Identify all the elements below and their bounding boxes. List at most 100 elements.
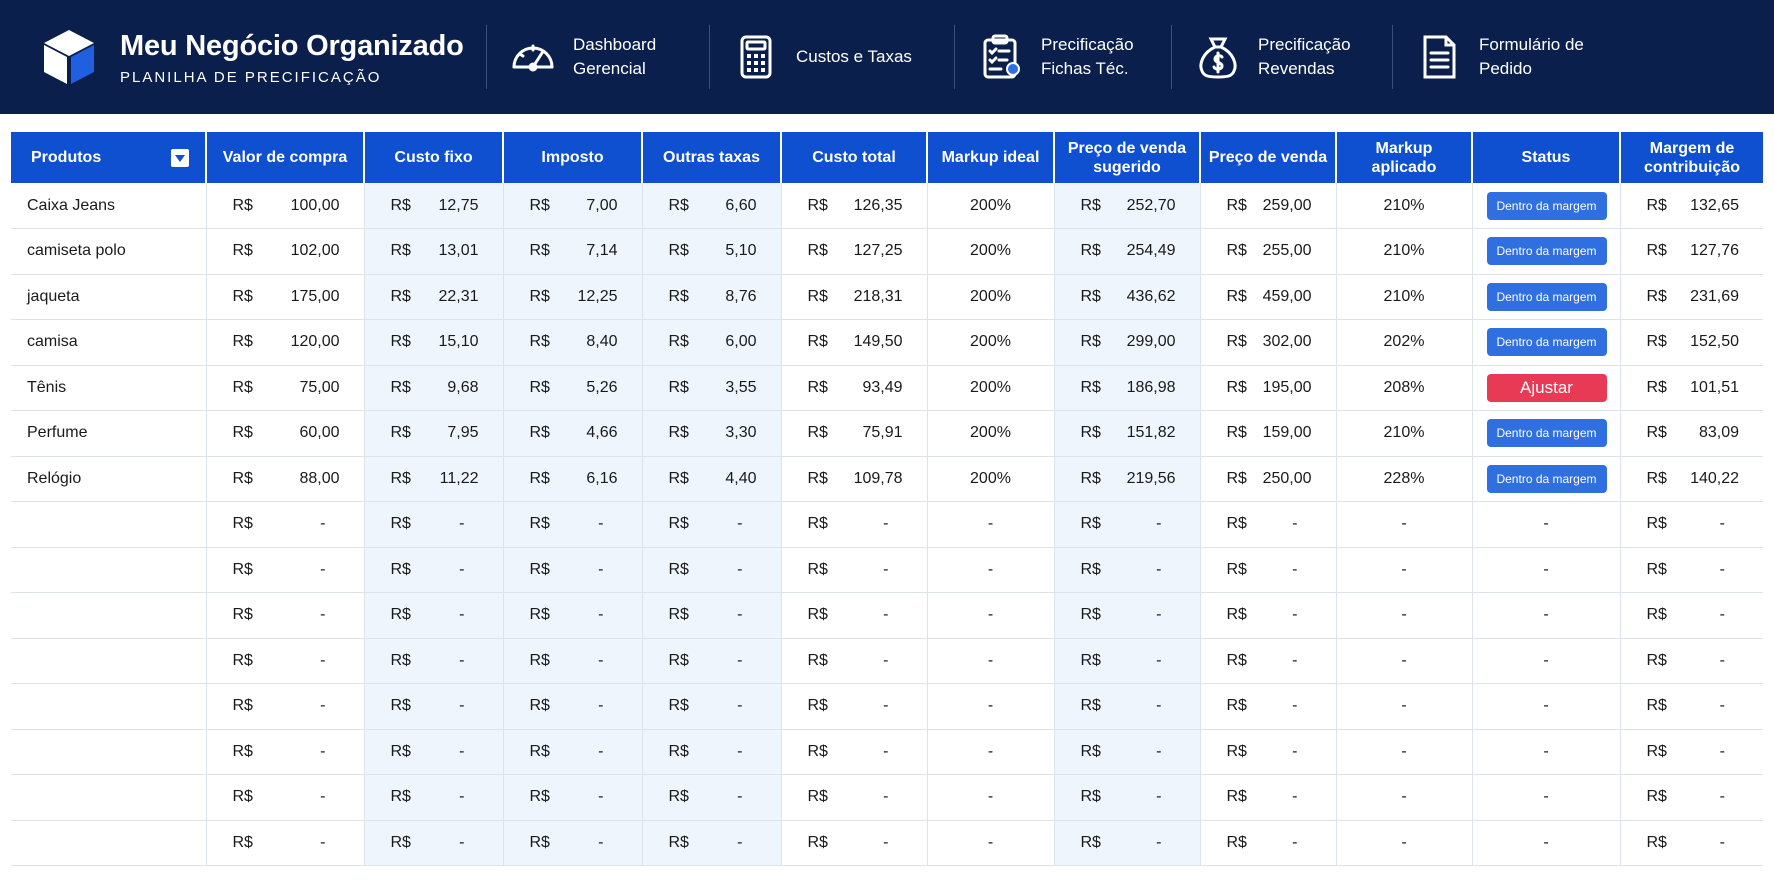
cell-custo-total[interactable]: R$ - [781, 638, 928, 684]
cell-custo-total[interactable]: R$ - [781, 501, 928, 548]
cell-valor-compra[interactable]: R$ 100,00 [206, 183, 365, 229]
cell-custo-total[interactable]: R$ - [781, 729, 928, 775]
cell-valor-compra[interactable]: R$ - [206, 729, 365, 775]
cell-margem[interactable]: R$ - [1620, 729, 1763, 775]
cell-preco-venda[interactable]: R$ - [1200, 729, 1337, 775]
cell-preco-venda[interactable]: R$ 459,00 [1200, 274, 1337, 320]
cell-custo-total[interactable]: R$ 109,78 [781, 456, 928, 502]
cell-custo-fixo[interactable]: R$ 15,10 [364, 319, 504, 366]
cell-markup-ideal[interactable]: 200% [927, 228, 1055, 275]
cell-preco-venda[interactable]: R$ - [1200, 638, 1337, 684]
cell-outras-taxas[interactable]: R$ - [642, 820, 782, 866]
cell-produto[interactable] [11, 592, 207, 639]
cell-produto[interactable]: Relógio [11, 456, 207, 502]
cell-margem[interactable]: R$ 140,22 [1620, 456, 1763, 502]
cell-markup-aplicado[interactable]: 210% [1336, 274, 1473, 320]
cell-imposto[interactable]: R$ 5,26 [503, 365, 643, 411]
cell-produto[interactable]: camiseta polo [11, 228, 207, 275]
cell-imposto[interactable]: R$ 7,00 [503, 183, 643, 229]
cell-markup-ideal[interactable]: 200% [927, 319, 1055, 366]
status-badge-ok[interactable]: Dentro da margem [1486, 419, 1607, 448]
cell-custo-fixo[interactable]: R$ 22,31 [364, 274, 504, 320]
cell-margem[interactable]: R$ - [1620, 683, 1763, 730]
cell-markup-aplicado[interactable]: 228% [1336, 456, 1473, 502]
cell-markup-aplicado[interactable]: 210% [1336, 183, 1473, 229]
cell-preco-sugerido[interactable]: R$ - [1054, 638, 1201, 684]
cell-preco-venda[interactable]: R$ 159,00 [1200, 410, 1337, 457]
cell-outras-taxas[interactable]: R$ 5,10 [642, 228, 782, 275]
cell-imposto[interactable]: R$ - [503, 820, 643, 866]
cell-valor-compra[interactable]: R$ - [206, 820, 365, 866]
cell-imposto[interactable]: R$ - [503, 683, 643, 730]
cell-valor-compra[interactable]: R$ 60,00 [206, 410, 365, 457]
cell-imposto[interactable]: R$ 7,14 [503, 228, 643, 275]
cell-outras-taxas[interactable]: R$ 3,55 [642, 365, 782, 411]
column-header-produtos[interactable]: Produtos [11, 132, 207, 183]
cell-markup-ideal[interactable]: - [927, 638, 1055, 684]
cell-markup-ideal[interactable]: - [927, 501, 1055, 548]
cell-outras-taxas[interactable]: R$ - [642, 774, 782, 821]
cell-valor-compra[interactable]: R$ - [206, 638, 365, 684]
filter-dropdown-icon[interactable] [171, 149, 189, 167]
cell-valor-compra[interactable]: R$ - [206, 592, 365, 639]
cell-produto[interactable]: Perfume [11, 410, 207, 457]
cell-margem[interactable]: R$ - [1620, 547, 1763, 593]
nav-dashboard-gerencial[interactable]: Dashboard Gerencial [487, 0, 709, 114]
cell-valor-compra[interactable]: R$ 175,00 [206, 274, 365, 320]
cell-markup-ideal[interactable]: - [927, 820, 1055, 866]
cell-margem[interactable]: R$ 83,09 [1620, 410, 1763, 457]
cell-custo-total[interactable]: R$ - [781, 547, 928, 593]
cell-produto[interactable] [11, 774, 207, 821]
cell-preco-venda[interactable]: R$ 250,00 [1200, 456, 1337, 502]
cell-markup-ideal[interactable]: 200% [927, 274, 1055, 320]
cell-outras-taxas[interactable]: R$ 4,40 [642, 456, 782, 502]
cell-preco-sugerido[interactable]: R$ 299,00 [1054, 319, 1201, 366]
cell-imposto[interactable]: R$ - [503, 592, 643, 639]
cell-imposto[interactable]: R$ 12,25 [503, 274, 643, 320]
cell-outras-taxas[interactable]: R$ - [642, 547, 782, 593]
cell-margem[interactable]: R$ 127,76 [1620, 228, 1763, 275]
cell-produto[interactable]: jaqueta [11, 274, 207, 320]
cell-preco-venda[interactable]: R$ 302,00 [1200, 319, 1337, 366]
cell-produto[interactable] [11, 729, 207, 775]
cell-outras-taxas[interactable]: R$ - [642, 638, 782, 684]
cell-preco-sugerido[interactable]: R$ 186,98 [1054, 365, 1201, 411]
cell-preco-sugerido[interactable]: R$ - [1054, 820, 1201, 866]
cell-imposto[interactable]: R$ - [503, 729, 643, 775]
cell-preco-sugerido[interactable]: R$ - [1054, 729, 1201, 775]
cell-custo-fixo[interactable]: R$ - [364, 547, 504, 593]
cell-preco-venda[interactable]: R$ - [1200, 501, 1337, 548]
cell-preco-sugerido[interactable]: R$ - [1054, 501, 1201, 548]
cell-preco-sugerido[interactable]: R$ - [1054, 683, 1201, 730]
cell-custo-fixo[interactable]: R$ - [364, 501, 504, 548]
cell-margem[interactable]: R$ - [1620, 592, 1763, 639]
cell-margem[interactable]: R$ - [1620, 820, 1763, 866]
cell-custo-total[interactable]: R$ - [781, 774, 928, 821]
cell-custo-fixo[interactable]: R$ 7,95 [364, 410, 504, 457]
cell-valor-compra[interactable]: R$ - [206, 774, 365, 821]
cell-valor-compra[interactable]: R$ 102,00 [206, 228, 365, 275]
cell-imposto[interactable]: R$ - [503, 638, 643, 684]
cell-preco-venda[interactable]: R$ 259,00 [1200, 183, 1337, 229]
cell-preco-venda[interactable]: R$ - [1200, 820, 1337, 866]
nav-formulario-de-pedido[interactable]: Formulário de Pedido [1393, 0, 1613, 114]
cell-produto[interactable] [11, 501, 207, 548]
status-badge-adjust[interactable]: Ajustar [1486, 373, 1607, 402]
cell-margem[interactable]: R$ 231,69 [1620, 274, 1763, 320]
status-badge-ok[interactable]: Dentro da margem [1486, 464, 1607, 493]
status-badge-ok[interactable]: Dentro da margem [1486, 282, 1607, 311]
cell-preco-venda[interactable]: R$ - [1200, 774, 1337, 821]
cell-custo-total[interactable]: R$ - [781, 592, 928, 639]
cell-markup-aplicado[interactable]: - [1336, 774, 1473, 821]
cell-markup-aplicado[interactable]: 202% [1336, 319, 1473, 366]
cell-imposto[interactable]: R$ 4,66 [503, 410, 643, 457]
nav-precificacao-revendas[interactable]: Precificação Revendas [1172, 0, 1392, 114]
cell-custo-fixo[interactable]: R$ - [364, 638, 504, 684]
cell-preco-venda[interactable]: R$ - [1200, 547, 1337, 593]
cell-markup-ideal[interactable]: 200% [927, 183, 1055, 229]
cell-custo-total[interactable]: R$ 93,49 [781, 365, 928, 411]
cell-produto[interactable]: Caixa Jeans [11, 183, 207, 229]
cell-markup-aplicado[interactable]: 208% [1336, 365, 1473, 411]
cell-produto[interactable] [11, 820, 207, 866]
cell-custo-total[interactable]: R$ 149,50 [781, 319, 928, 366]
